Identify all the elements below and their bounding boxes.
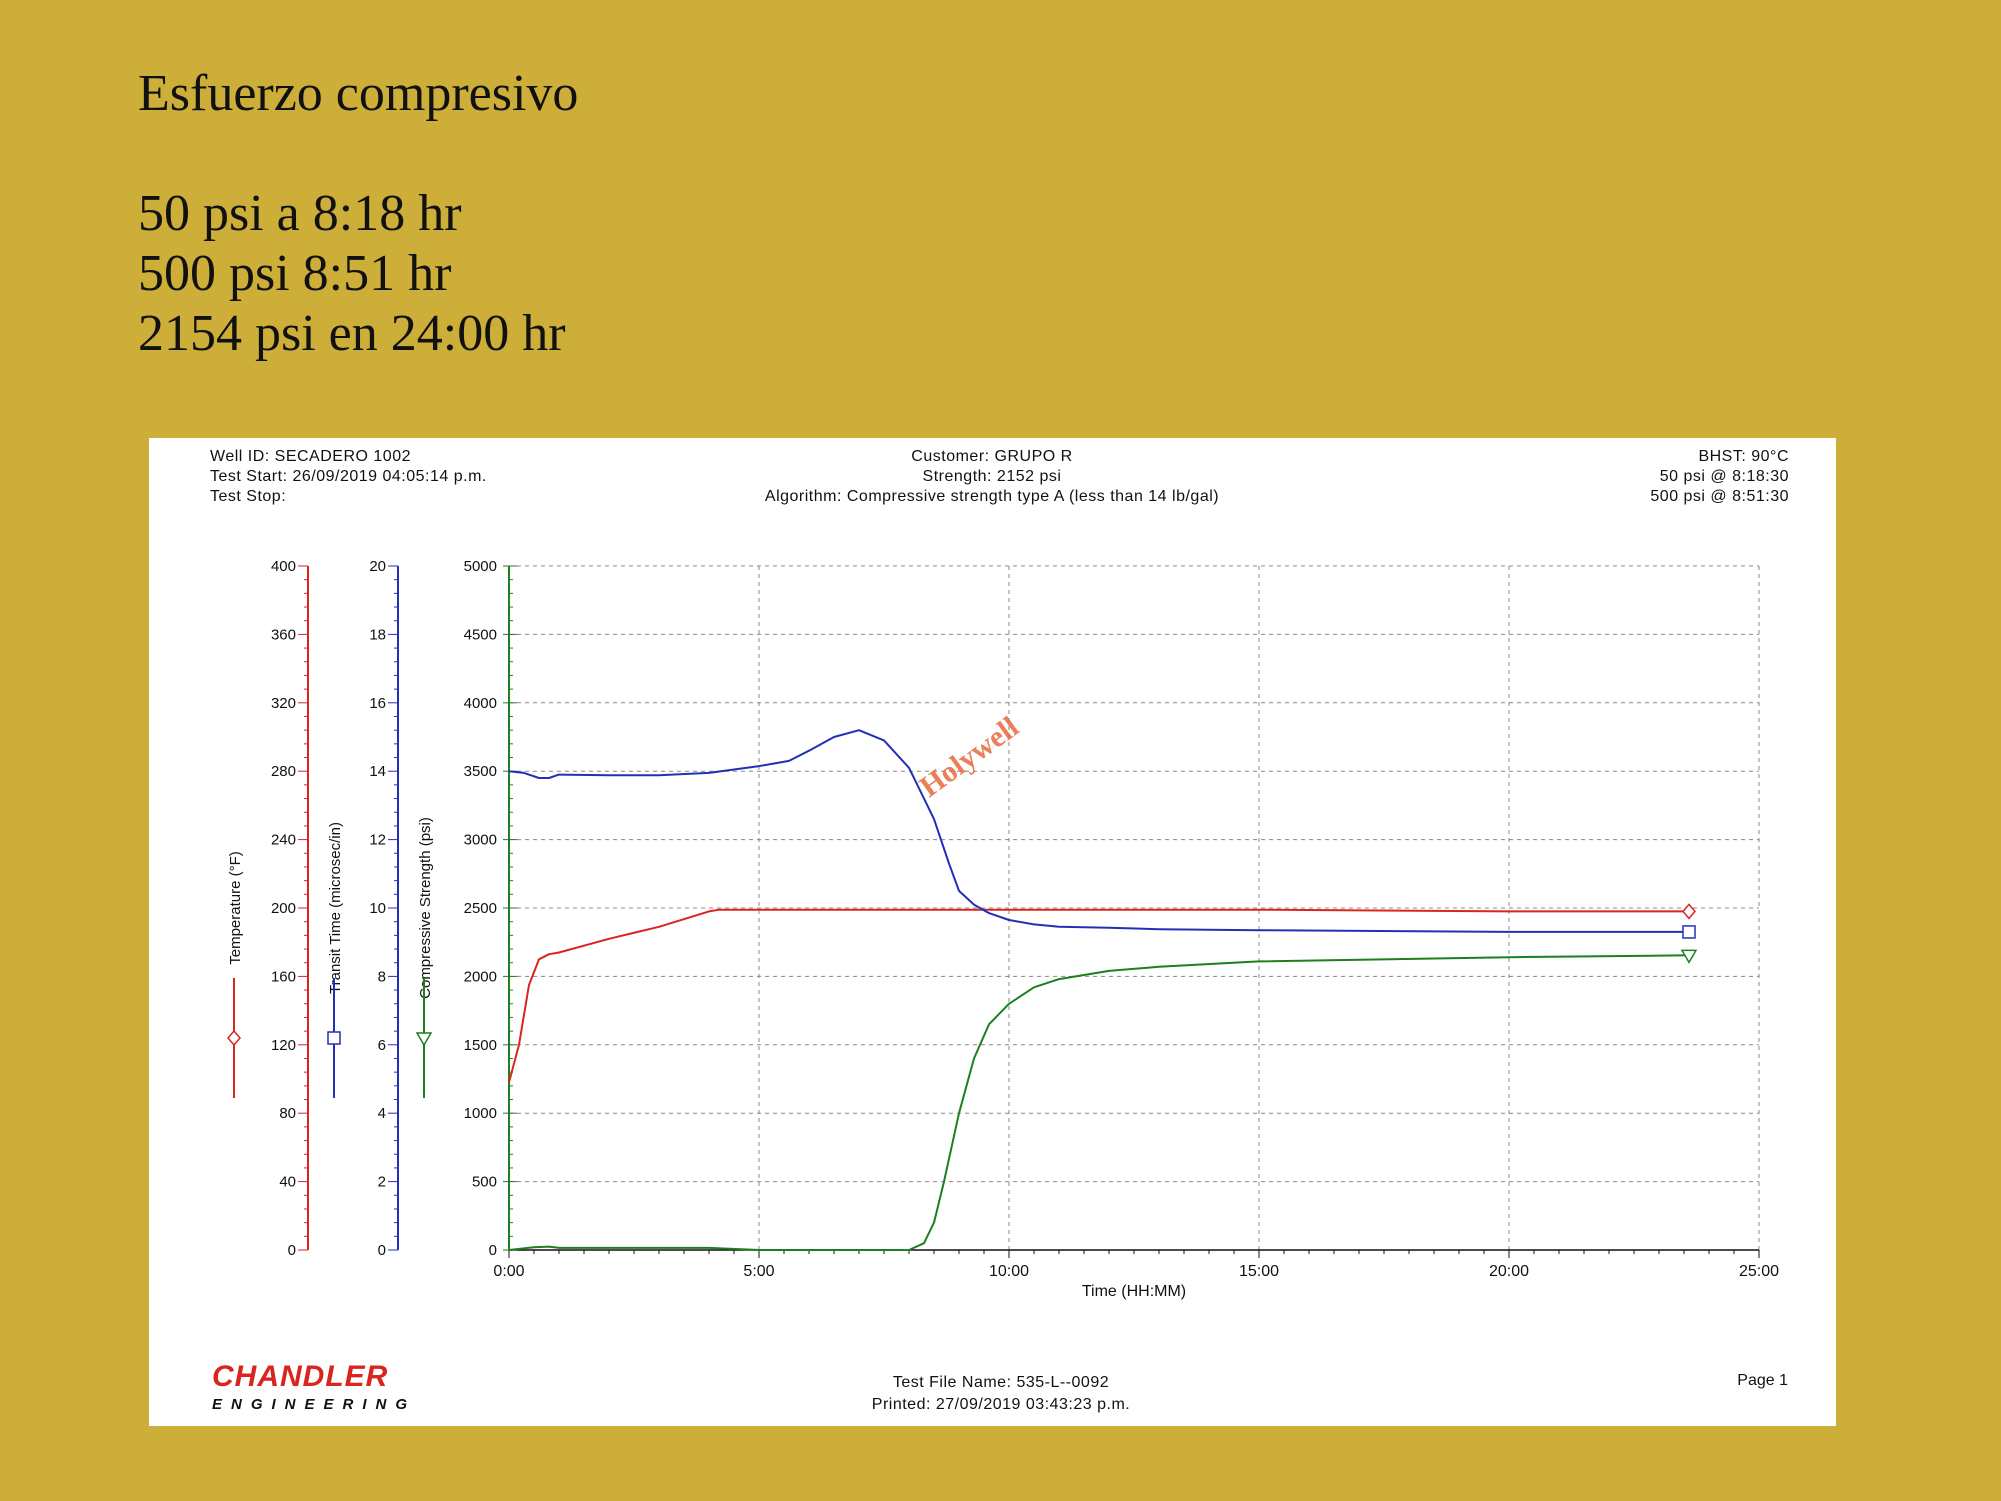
compressive_strength-tick-label: 3000 (464, 832, 497, 849)
transit_time-tick-label: 10 (369, 900, 386, 917)
transit_time-legend-marker (327, 1031, 341, 1045)
compressive_strength-tick-label: 2000 (464, 968, 497, 985)
time-to-500psi: 500 psi @ 8:51:30 (1650, 488, 1789, 505)
brand-subtitle: ENGINEERING (212, 1396, 417, 1413)
transit_time-tick-label: 12 (369, 832, 386, 849)
transit_time-tick-label: 4 (378, 1105, 386, 1122)
compressive_strength-tick-label: 2500 (464, 900, 497, 917)
temperature-tick-label: 280 (271, 763, 296, 780)
x-axis-label: Time (HH:MM) (1082, 1283, 1186, 1300)
algorithm: Algorithm: Compressive strength type A (… (764, 488, 1220, 505)
slide-title: Esfuerzo compresivo (138, 65, 579, 122)
x-tick-label: 10:00 (989, 1263, 1029, 1280)
page-number: Page 1 (1737, 1372, 1788, 1389)
x-tick-label: 20:00 (1489, 1263, 1529, 1280)
transit_time-axis: 0 2 4 6 8 10 12 14 16 18 20 Transit Time (microsec/… (327, 558, 399, 1259)
temperature-tick-label: 0 (288, 1242, 296, 1259)
x-tick-label: 0:00 (493, 1263, 524, 1280)
temperature-series (508, 903, 1696, 1083)
compressive_strength-tick-label: 1000 (464, 1105, 497, 1122)
report-footer: Test File Name: 535-L--0092 Printed: 27/… (872, 1372, 1130, 1416)
compressive_strength-tick-label: 0 (489, 1242, 497, 1259)
temperature-tick-label: 360 (271, 626, 296, 643)
customer: Customer: GRUPO R (911, 448, 1073, 465)
compressive_strength-axis-label: Compressive Strength (psi) (417, 817, 434, 999)
temperature-tick-label: 160 (271, 968, 296, 985)
report-header-center: Customer: GRUPO R Strength: 2152 psi Alg… (765, 447, 1219, 507)
x-tick-label: 5:00 (743, 1263, 774, 1280)
transit_time-tick-label: 8 (378, 968, 386, 985)
test-file-name: Test File Name: 535-L--0092 (892, 1374, 1110, 1391)
transit_time-tick-label: 6 (378, 1037, 386, 1054)
test-report: Well ID: SECADERO 1002 Test Start: 26/09… (149, 438, 1836, 1426)
compressive_strength-axis: 0 500 1000 1500 2000 2500 3000 3500 4000 4500 5000… (415, 558, 517, 1259)
transit_time-tick-label: 16 (369, 695, 386, 712)
report-header-left: Well ID: SECADERO 1002 Test Start: 26/09… (210, 447, 487, 507)
strength: Strength: 2152 psi (922, 468, 1062, 485)
compressive_strength-tick-label: 1500 (464, 1037, 497, 1054)
test-start: Test Start: 26/09/2019 04:05:14 p.m. (210, 468, 487, 485)
compressive-strength-chart: 0:00 5:00 10:00 15:00 20:00 25:00 Time (HH:MM)… (227, 558, 1779, 1300)
x-tick-label: 15:00 (1239, 1263, 1279, 1280)
temperature-axis-label: Temperature (°F) (227, 851, 244, 965)
transit_time-tick-label: 2 (378, 1174, 386, 1191)
temperature-end-marker (1682, 903, 1696, 920)
temperature-tick-label: 120 (271, 1037, 296, 1054)
transit_time-axis-label: Transit Time (microsec/in) (327, 822, 344, 994)
test-stop: Test Stop: (210, 488, 287, 505)
holywell-watermark: Holywell (914, 710, 1025, 803)
brand-name: CHANDLER (212, 1360, 389, 1393)
result-line-2154psi: 2154 psi en 24:00 hr (138, 305, 566, 362)
temperature-legend-marker (227, 1029, 241, 1047)
transit_time-tick-label: 20 (369, 558, 386, 575)
compressive_strength-tick-label: 500 (472, 1174, 497, 1191)
temperature-tick-label: 400 (271, 558, 296, 575)
result-line-500psi: 500 psi 8:51 hr (138, 245, 452, 302)
temperature-tick-label: 200 (271, 900, 296, 917)
compressive_strength-line (508, 954, 1690, 1251)
time-to-50psi: 50 psi @ 8:18:30 (1659, 468, 1789, 485)
grid-lines (509, 565, 1760, 1250)
compressive_strength-tick-label: 5000 (464, 558, 497, 575)
transit_time-tick-label: 14 (369, 763, 386, 780)
temperature-tick-label: 240 (271, 832, 296, 849)
compressive_strength-series (508, 949, 1698, 1251)
temperature-line (508, 908, 1689, 1083)
temperature-axis: 0 40 80 120 160 200 240 280 320 360 400 Temperature… (227, 558, 309, 1259)
compressive_strength-tick-label: 4000 (464, 695, 497, 712)
result-line-50psi: 50 psi a 8:18 hr (138, 185, 462, 242)
temperature-tick-label: 40 (279, 1174, 296, 1191)
temperature-tick-label: 80 (279, 1105, 296, 1122)
transit_time-tick-label: 18 (369, 626, 386, 643)
compressive_strength-tick-label: 4500 (464, 626, 497, 643)
well-id: Well ID: SECADERO 1002 (210, 448, 411, 465)
transit_time-series (508, 729, 1696, 939)
chandler-logo: CHANDLER ENGINEERING (212, 1360, 416, 1413)
compressive_strength-legend-marker (415, 1032, 433, 1047)
x-tick-label: 25:00 (1739, 1263, 1779, 1280)
temperature-tick-label: 320 (271, 695, 296, 712)
report-header-right: BHST: 90°C 50 psi @ 8:18:30 500 psi @ 8:… (1650, 447, 1789, 507)
transit_time-line (508, 729, 1689, 933)
bhst: BHST: 90°C (1698, 448, 1789, 465)
transit_time-tick-label: 0 (378, 1242, 386, 1259)
compressive_strength-end-marker (1680, 949, 1698, 964)
printed-date: Printed: 27/09/2019 03:43:23 p.m. (871, 1396, 1131, 1413)
compressive_strength-tick-label: 3500 (464, 763, 497, 780)
transit_time-end-marker (1682, 925, 1696, 939)
